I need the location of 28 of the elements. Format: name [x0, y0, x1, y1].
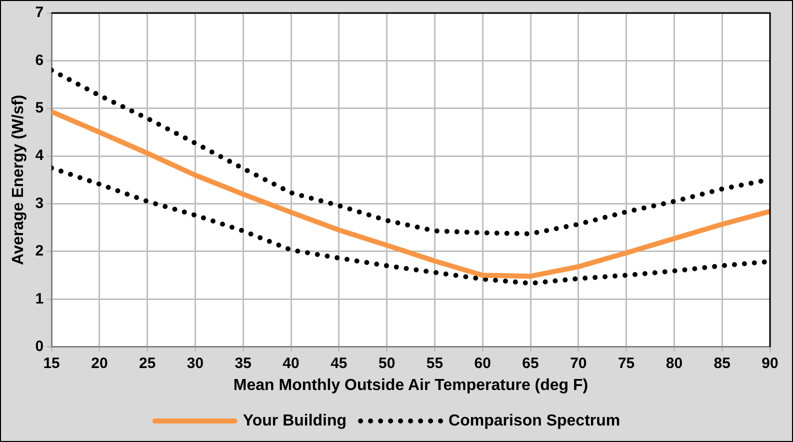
x-tick-label: 40	[282, 354, 300, 372]
x-tick-label: 25	[138, 354, 156, 372]
y-tick-label: 4	[35, 147, 44, 164]
x-tick-label: 35	[234, 354, 252, 372]
y-tick-label: 0	[35, 338, 44, 355]
y-tick-label: 5	[35, 100, 44, 117]
y-tick-label: 6	[35, 52, 44, 69]
y-tick-label: 7	[35, 4, 44, 22]
y-tick-label: 3	[35, 194, 44, 212]
x-tick-label: 75	[618, 354, 635, 372]
x-tick-label: 90	[762, 354, 778, 372]
x-tick-label: 15	[43, 354, 60, 372]
y-axis-title: Average Energy (W/sf)	[10, 94, 28, 265]
y-tick-label: 1	[35, 290, 44, 308]
x-tick-label: 60	[474, 354, 491, 372]
x-tick-label: 70	[570, 354, 587, 372]
x-tick-label: 80	[666, 354, 683, 372]
x-tick-label: 85	[714, 354, 730, 372]
x-tick-label: 20	[91, 354, 108, 372]
x-tick-label: 65	[522, 354, 539, 372]
x-tick-label: 55	[426, 354, 444, 372]
legend-label: Comparison Spectrum	[448, 412, 620, 430]
legend-label: Your Building	[242, 412, 347, 430]
x-tick-label: 30	[186, 354, 204, 372]
x-tick-label: 50	[378, 354, 396, 372]
x-tick-label: 45	[330, 354, 348, 372]
x-axis-title: Mean Monthly Outside Air Temperature (deg F)	[233, 376, 588, 394]
y-tick-label: 2	[35, 242, 44, 260]
